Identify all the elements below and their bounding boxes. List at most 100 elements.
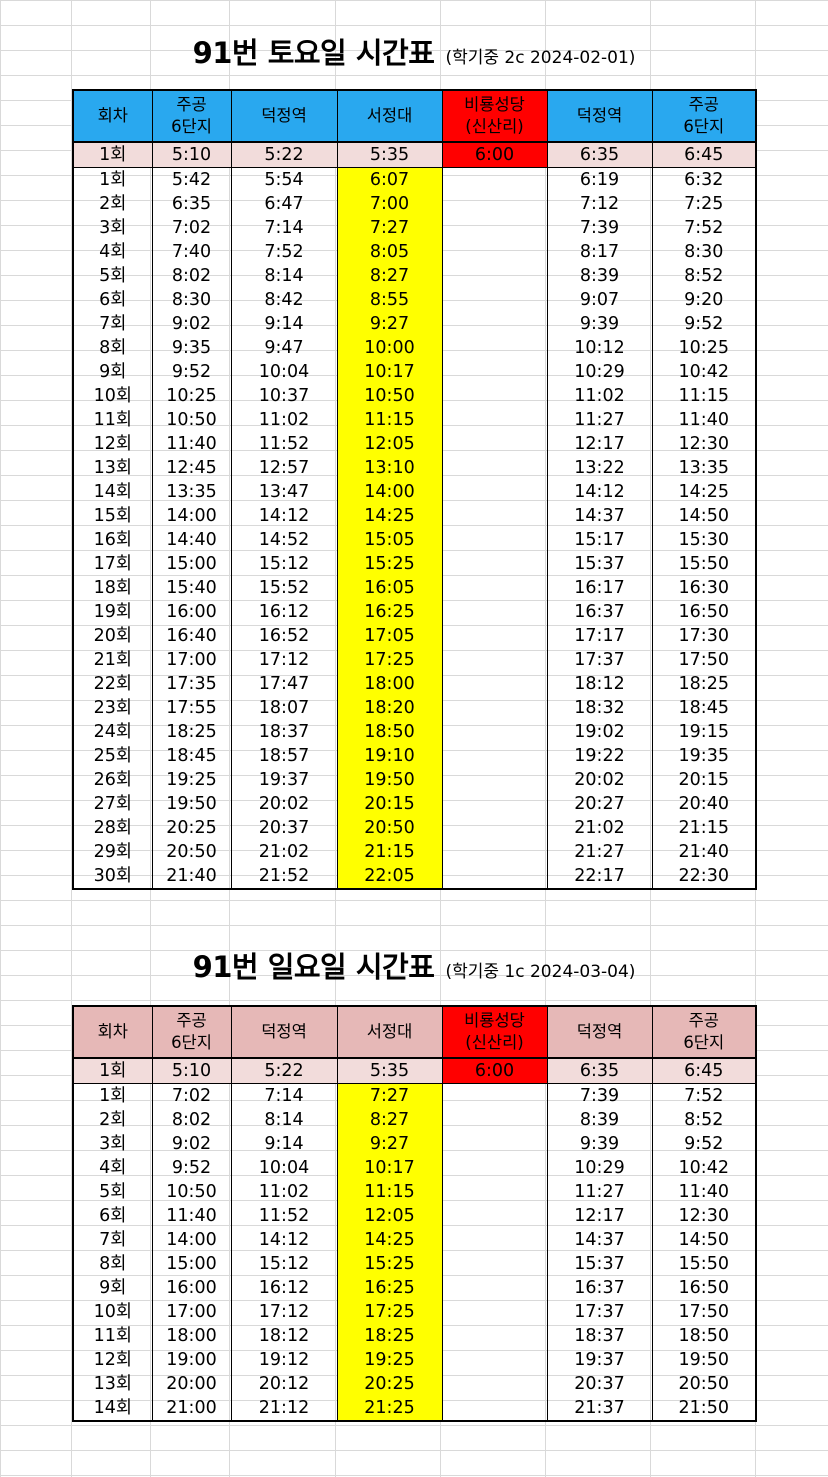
table-cell (441, 1180, 548, 1204)
table-cell: 7:14 (230, 216, 338, 240)
table-cell: 10:12 (546, 336, 653, 360)
table-cell: 6:47 (230, 192, 338, 216)
sunday-subtitle: (학기중 1c 2024-03-04) (445, 962, 636, 982)
table-cell: 14회 (72, 480, 153, 504)
table-cell: 11:52 (230, 432, 338, 456)
table-cell: 20:15 (336, 792, 443, 816)
table-cell: 15:50 (651, 1252, 757, 1276)
table-cell: 7:02 (151, 1083, 232, 1108)
table-cell: 15:25 (336, 1252, 443, 1276)
table-row: 16회 14:40 14:52 15:05 15:17 15:30 (72, 528, 757, 552)
table-cell: 10:00 (336, 336, 443, 360)
table-row: 7회 14:00 14:12 14:25 14:37 14:50 (72, 1228, 757, 1252)
table-cell: 9:52 (151, 1156, 232, 1180)
table-cell: 16:37 (546, 600, 653, 624)
table-row: 19회 16:00 16:12 16:25 16:37 16:50 (72, 600, 757, 624)
table-cell (441, 1132, 548, 1156)
table-cell: 18:45 (651, 696, 757, 720)
sunday-timetable: 회차 주공 6단지 덕정역 서정대 비룡성당 (신산리) 덕정역 주공 6단지 1회 5:10 5:2… (72, 1005, 757, 1422)
table-cell: 18:00 (336, 672, 443, 696)
table-cell: 8:52 (651, 264, 757, 288)
table-row: 6회 11:40 11:52 12:05 12:17 12:30 (72, 1204, 757, 1228)
saturday-title-block: 91번 토요일 시간표 (학기중 2c 2024-02-01) (0, 30, 828, 72)
table-cell: 15:25 (336, 552, 443, 576)
table-cell: 15:17 (546, 528, 653, 552)
table-cell: 12회 (72, 432, 153, 456)
table-cell: 20:27 (546, 792, 653, 816)
table-cell (441, 1348, 548, 1372)
table-cell: 7:14 (230, 1083, 338, 1108)
table-cell (441, 1276, 548, 1300)
table-cell: 23회 (72, 696, 153, 720)
table-cell: 13회 (72, 456, 153, 480)
table-cell: 18:07 (230, 696, 338, 720)
table-row: 10회 17:00 17:12 17:25 17:37 17:50 (72, 1300, 757, 1324)
column-header: 회차 (72, 89, 153, 143)
table-cell: 20:37 (546, 1372, 653, 1396)
table-cell: 8:27 (336, 264, 443, 288)
table-cell: 11:27 (546, 408, 653, 432)
table-cell: 18:12 (230, 1324, 338, 1348)
table-cell: 7:39 (546, 1083, 653, 1108)
table-cell: 19:12 (230, 1348, 338, 1372)
table-cell: 9:02 (151, 312, 232, 336)
table-cell: 19:10 (336, 744, 443, 768)
table-cell: 11:02 (230, 408, 338, 432)
table-cell (441, 408, 548, 432)
table-cell: 1회 (72, 141, 153, 168)
table-cell: 13:35 (651, 456, 757, 480)
table-cell: 9:52 (651, 1132, 757, 1156)
table-cell: 17:55 (151, 696, 232, 720)
table-row: 13회 20:00 20:12 20:25 20:37 20:50 (72, 1372, 757, 1396)
table-cell: 5:35 (336, 141, 443, 168)
table-cell: 19:15 (651, 720, 757, 744)
table-cell: 5:22 (230, 1057, 338, 1084)
table-cell: 10:42 (651, 360, 757, 384)
table-cell: 21:15 (651, 816, 757, 840)
table-cell: 17:00 (151, 1300, 232, 1324)
table-cell: 12회 (72, 1348, 153, 1372)
table-cell: 9:35 (151, 336, 232, 360)
table-cell: 20:02 (546, 768, 653, 792)
table-cell: 16:00 (151, 600, 232, 624)
column-header: 회차 (72, 1005, 153, 1059)
table-cell: 6:00 (441, 141, 548, 168)
table-cell: 16회 (72, 528, 153, 552)
table-cell: 17:50 (651, 648, 757, 672)
table-cell: 1회 (72, 1057, 153, 1084)
table-cell: 8회 (72, 336, 153, 360)
table-cell: 20:00 (151, 1372, 232, 1396)
table-row: 28회 20:25 20:37 20:50 21:02 21:15 (72, 816, 757, 840)
table-cell: 10:25 (651, 336, 757, 360)
table-cell: 21:27 (546, 840, 653, 864)
table-cell: 14:25 (336, 504, 443, 528)
table-cell: 11:40 (151, 1204, 232, 1228)
table-cell: 16:52 (230, 624, 338, 648)
table-cell: 9:39 (546, 312, 653, 336)
table-cell: 9:14 (230, 1132, 338, 1156)
table-cell: 8:30 (651, 240, 757, 264)
table-cell: 18:45 (151, 744, 232, 768)
table-row: 23회 17:55 18:07 18:20 18:32 18:45 (72, 696, 757, 720)
table-cell: 14:00 (151, 1228, 232, 1252)
table-cell (441, 840, 548, 864)
table-cell: 18:32 (546, 696, 653, 720)
table-cell: 3회 (72, 1132, 153, 1156)
table-row: 8회 9:35 9:47 10:00 10:12 10:25 (72, 336, 757, 360)
table-cell: 17:47 (230, 672, 338, 696)
table-cell: 17:17 (546, 624, 653, 648)
table-cell: 10회 (72, 1300, 153, 1324)
table-row: 4회 9:52 10:04 10:17 10:29 10:42 (72, 1156, 757, 1180)
table-cell: 9:52 (651, 312, 757, 336)
table-cell: 21:40 (151, 864, 232, 890)
table-cell (441, 720, 548, 744)
table-cell: 17회 (72, 552, 153, 576)
table-cell: 7:12 (546, 192, 653, 216)
table-cell: 5:22 (230, 141, 338, 168)
table-cell: 9회 (72, 360, 153, 384)
table-cell: 19:37 (546, 1348, 653, 1372)
table-cell: 18회 (72, 576, 153, 600)
table-cell: 21:25 (336, 1396, 443, 1422)
table-cell: 8:30 (151, 288, 232, 312)
table-row: 1회 7:02 7:14 7:27 7:39 7:52 (72, 1083, 757, 1108)
